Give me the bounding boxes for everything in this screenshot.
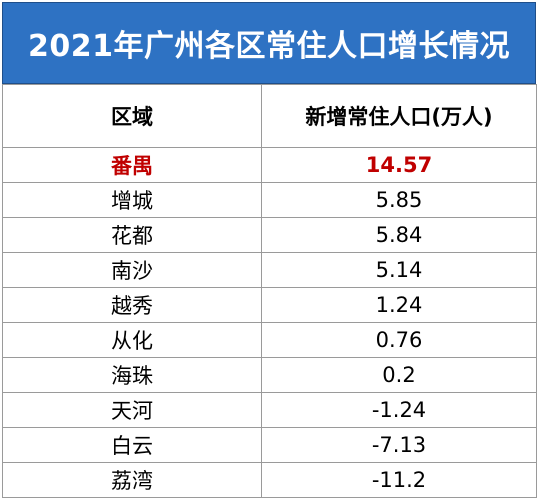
growth-cell: 5.85 bbox=[261, 182, 537, 218]
district-cell: 荔湾 bbox=[2, 462, 262, 498]
table-row: 从化 0.76 bbox=[2, 322, 537, 358]
population-table: 区域 新增常住人口(万人) 番禺 14.57 增城 5.85 花都 5.84 南… bbox=[2, 84, 537, 498]
growth-cell: 5.14 bbox=[261, 252, 537, 288]
table-row: 番禺 14.57 bbox=[2, 147, 537, 183]
district-cell: 天河 bbox=[2, 392, 262, 428]
district-cell: 南沙 bbox=[2, 252, 262, 288]
header-row: 区域 新增常住人口(万人) bbox=[2, 84, 537, 148]
table-title: 2021年广州各区常住人口增长情况 bbox=[2, 2, 536, 84]
growth-cell: 14.57 bbox=[261, 147, 537, 183]
district-cell: 海珠 bbox=[2, 357, 262, 393]
district-cell: 增城 bbox=[2, 182, 262, 218]
district-cell: 番禺 bbox=[2, 147, 262, 183]
district-cell: 花都 bbox=[2, 217, 262, 253]
table-row: 越秀 1.24 bbox=[2, 287, 537, 323]
growth-cell: 0.76 bbox=[261, 322, 537, 358]
table-row: 花都 5.84 bbox=[2, 217, 537, 253]
table-row: 荔湾 -11.2 bbox=[2, 462, 537, 498]
header-growth: 新增常住人口(万人) bbox=[261, 84, 537, 148]
table-row: 海珠 0.2 bbox=[2, 357, 537, 393]
growth-cell: -1.24 bbox=[261, 392, 537, 428]
growth-cell: 0.2 bbox=[261, 357, 537, 393]
table-row: 南沙 5.14 bbox=[2, 252, 537, 288]
district-cell: 越秀 bbox=[2, 287, 262, 323]
table-row: 白云 -7.13 bbox=[2, 427, 537, 463]
district-cell: 白云 bbox=[2, 427, 262, 463]
growth-cell: 1.24 bbox=[261, 287, 537, 323]
growth-cell: -11.2 bbox=[261, 462, 537, 498]
district-cell: 从化 bbox=[2, 322, 262, 358]
growth-cell: 5.84 bbox=[261, 217, 537, 253]
table-row: 增城 5.85 bbox=[2, 182, 537, 218]
table-row: 天河 -1.24 bbox=[2, 392, 537, 428]
growth-cell: -7.13 bbox=[261, 427, 537, 463]
header-district: 区域 bbox=[2, 84, 262, 148]
